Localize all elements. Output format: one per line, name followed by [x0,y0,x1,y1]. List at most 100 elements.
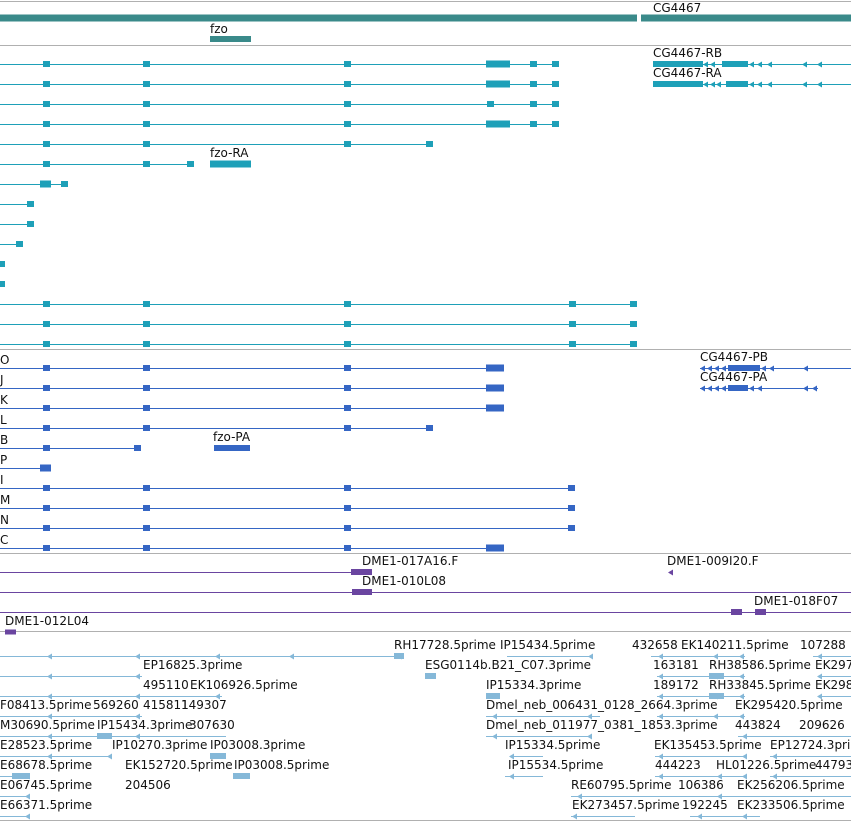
transcript-exon[interactable] [43,81,50,87]
est-exon[interactable] [47,653,52,660]
transcript-exon[interactable] [27,201,34,207]
protein-exon[interactable] [344,365,351,371]
est-exon[interactable] [425,673,436,679]
transcript-exon[interactable] [143,121,150,127]
protein-exon[interactable] [43,425,50,431]
transcript-exon[interactable] [703,81,708,88]
est-exon[interactable] [12,773,30,779]
protein-exon[interactable] [344,385,351,391]
est-exon[interactable] [742,813,747,820]
transcript-exon[interactable] [630,301,637,307]
est-exon[interactable] [658,773,663,780]
est-exon[interactable] [47,693,52,700]
est-exon[interactable] [717,773,722,780]
protein-exon[interactable] [143,365,150,371]
est-exon[interactable] [577,793,582,800]
clone-end[interactable] [668,569,673,576]
transcript-exon[interactable] [487,101,494,107]
transcript-exon[interactable] [43,121,50,127]
protein-exon[interactable] [714,385,719,392]
est-exon[interactable] [509,753,514,760]
transcript-exon[interactable] [344,321,351,327]
protein-exon[interactable] [749,385,754,392]
transcript-exon[interactable] [344,101,351,107]
transcript-exon[interactable] [43,321,50,327]
gene-bar-left[interactable] [0,14,637,22]
est-exon[interactable] [587,713,592,720]
protein-exon[interactable] [143,425,150,431]
transcript-exon[interactable] [43,301,50,307]
transcript-exon[interactable] [43,161,50,167]
transcript-exon[interactable] [530,81,537,87]
est-exon[interactable] [658,673,663,680]
est-exon[interactable] [717,793,722,800]
transcript-exon[interactable] [722,61,748,67]
est-exon[interactable] [709,673,724,679]
transcript-exon[interactable] [16,241,23,247]
protein-exon[interactable] [728,365,760,371]
clone-end[interactable] [352,589,372,595]
protein-exon[interactable] [803,365,808,372]
protein-exon[interactable] [486,404,504,412]
est-exon[interactable] [713,653,718,660]
transcript-exon[interactable] [143,81,150,87]
transcript-exon[interactable] [43,341,50,347]
protein-exon[interactable] [714,365,719,372]
protein-exon[interactable] [486,364,504,372]
transcript-exon[interactable] [344,121,351,127]
transcript-exon[interactable] [653,81,703,87]
transcript-exon[interactable] [530,61,537,67]
transcript-exon[interactable] [802,81,807,88]
protein-exon[interactable] [707,365,712,372]
est-exon[interactable] [739,713,744,720]
transcript-exon[interactable] [143,161,150,167]
est-exon[interactable] [817,653,822,660]
protein-exon[interactable] [803,385,808,392]
protein-exon[interactable] [344,525,351,531]
protein-exon[interactable] [568,525,575,531]
est-exon[interactable] [135,733,140,740]
est-exon[interactable] [658,653,663,660]
transcript-exon[interactable] [43,101,50,107]
protein-exon[interactable] [700,365,705,372]
protein-exon[interactable] [143,405,150,411]
est-exon[interactable] [739,693,744,700]
transcript-exon[interactable] [344,341,351,347]
transcript-exon[interactable] [143,301,150,307]
protein-exon[interactable] [344,405,351,411]
transcript-exon[interactable] [0,281,5,287]
est-exon[interactable] [135,693,140,700]
protein-exon[interactable] [812,385,817,392]
transcript-exon[interactable] [61,181,68,187]
transcript-exon[interactable] [802,61,807,68]
protein-exon[interactable] [134,445,141,451]
est-exon[interactable] [742,753,747,760]
protein-exon[interactable] [769,365,774,372]
est-exon[interactable] [658,713,663,720]
est-exon[interactable] [215,653,220,660]
transcript-exon[interactable] [143,101,150,107]
est-exon[interactable] [572,813,577,820]
transcript-exon[interactable] [749,61,754,68]
transcript-exon[interactable] [530,101,537,107]
protein-exon[interactable] [43,525,50,531]
protein-exon[interactable] [40,464,51,472]
transcript-exon[interactable] [143,321,150,327]
protein-exon[interactable] [43,505,50,511]
est-exon[interactable] [588,653,593,660]
protein-exon[interactable] [43,365,50,371]
transcript-exon[interactable] [0,261,5,267]
transcript-exon[interactable] [703,61,708,68]
est-exon[interactable] [215,693,220,700]
transcript-exon[interactable] [749,81,754,88]
est-exon[interactable] [394,653,404,659]
protein-exon[interactable] [43,485,50,491]
gene-bar-fzo[interactable] [210,36,251,42]
protein-exon[interactable] [757,385,762,392]
protein-exon[interactable] [721,365,726,372]
protein-exon[interactable] [43,405,50,411]
est-exon[interactable] [97,733,112,739]
protein-exon[interactable] [568,485,575,491]
transcript-exon[interactable] [653,61,703,67]
transcript-exon[interactable] [767,61,772,68]
